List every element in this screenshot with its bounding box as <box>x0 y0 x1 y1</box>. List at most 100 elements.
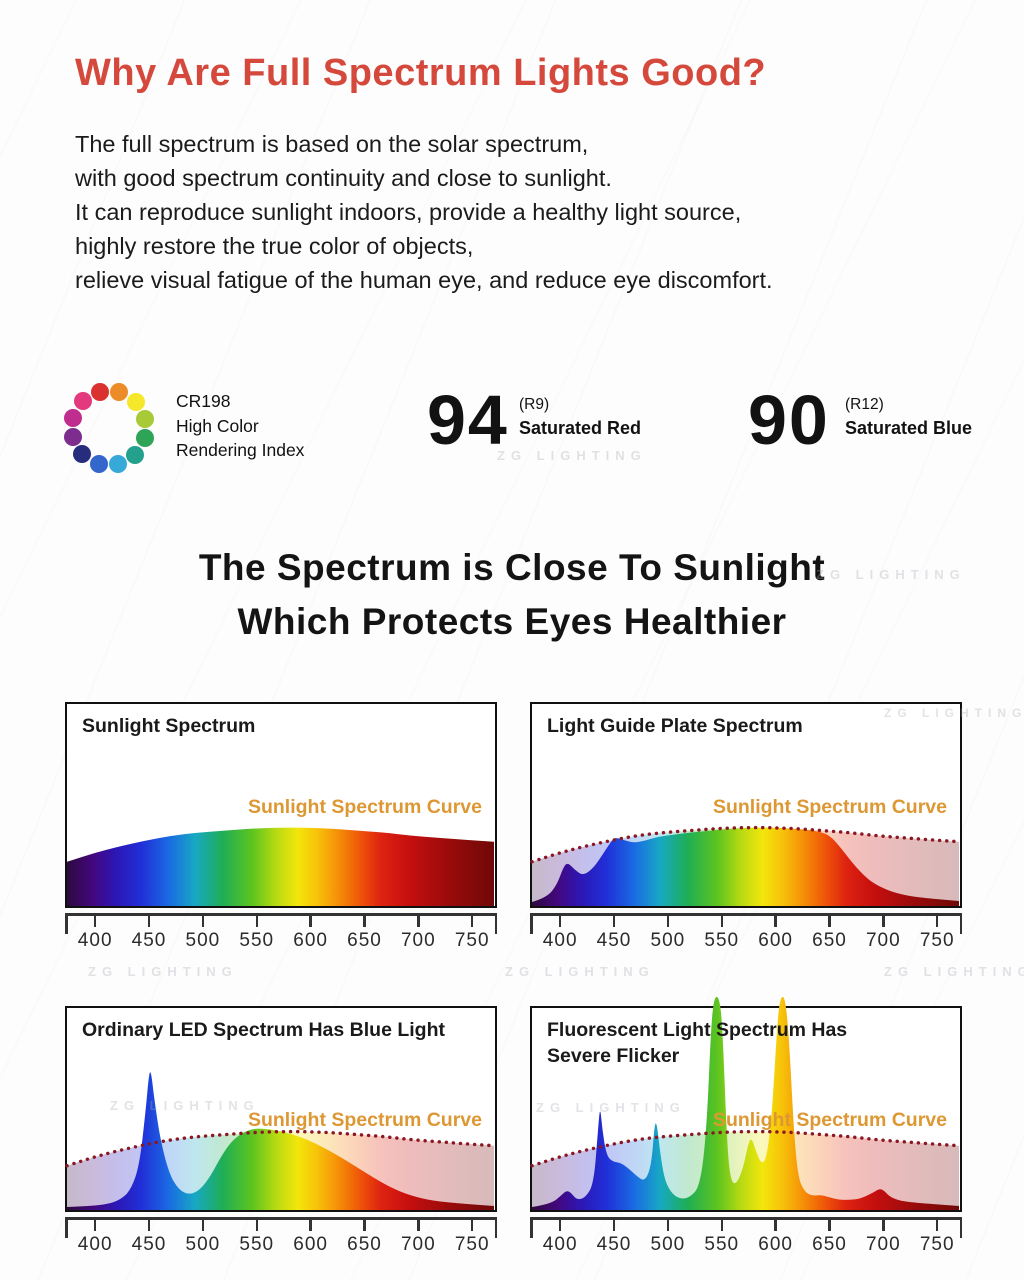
r12-code: (R12) <box>845 396 884 413</box>
brand-watermark: ZG LIGHTING <box>505 964 655 979</box>
axis-tick-label: 600 <box>758 1234 793 1255</box>
brand-watermark: ZG LIGHTING <box>497 448 647 463</box>
axis-tick <box>363 913 366 927</box>
axis-edge-tick <box>530 1217 533 1238</box>
axis-tick-label: 400 <box>77 930 113 951</box>
axis-edge-tick <box>959 1217 962 1238</box>
color-wheel-dot <box>135 410 154 429</box>
axis-tick-label: 400 <box>77 1234 113 1255</box>
color-wheel-dot <box>91 383 110 402</box>
axis-tick-label: 550 <box>239 930 275 951</box>
axis-tick-label: 500 <box>185 930 221 951</box>
page-title: Why Are Full Spectrum Lights Good? <box>75 52 767 94</box>
axis-tick-label: 650 <box>347 1234 382 1255</box>
axis-tick-label: 500 <box>185 1234 221 1255</box>
axis-tick <box>558 913 562 927</box>
color-wheel-dot <box>126 393 145 412</box>
axis-tick <box>309 913 312 927</box>
axis-tick <box>828 913 831 927</box>
axis-tick-label: 700 <box>865 930 901 951</box>
color-wheel-dot <box>64 408 83 427</box>
axis-tick-label: 600 <box>293 1234 328 1255</box>
axis-edge-tick <box>65 1217 68 1238</box>
axis-tick <box>255 1217 258 1231</box>
color-wheel-dot <box>110 383 129 402</box>
axis-tick <box>935 913 939 927</box>
chart-frame: Light Guide Plate Spectrum Sunlight Spec… <box>530 702 962 908</box>
color-wheel-dot <box>108 454 127 473</box>
wavelength-axis: 400 450 500 550 600 650 700 750 <box>530 1217 962 1263</box>
sunlight-curve-label: Sunlight Spectrum Curve <box>247 1109 482 1131</box>
axis-tick <box>828 1217 831 1231</box>
axis-tick <box>720 1217 723 1231</box>
axis-tick-label: 650 <box>812 930 847 951</box>
axis-tick-label: 500 <box>650 1234 686 1255</box>
r12-value: 90 <box>748 381 830 459</box>
r12-label: Saturated Blue <box>845 418 973 438</box>
intro-line: with good spectrum continuity and close … <box>75 165 612 191</box>
axis-tick <box>558 1217 562 1231</box>
axis-edge-tick <box>959 913 962 934</box>
axis-tick-label: 500 <box>650 930 686 951</box>
intro-line: The full spectrum is based on the solar … <box>75 131 589 157</box>
r9-value: 94 <box>427 381 509 459</box>
sunlight-curve-label: Sunlight Spectrum Curve <box>247 796 482 818</box>
color-wheel-dot <box>73 444 92 463</box>
chart-light-guide-plate-spectrum: Light Guide Plate Spectrum Sunlight Spec… <box>530 702 962 959</box>
chart-title-line: Fluorescent Light Spectrum Has <box>547 1019 848 1041</box>
axis-tick <box>612 1217 616 1231</box>
axis-tick-label: 750 <box>454 1234 490 1255</box>
axis-tick <box>147 1217 151 1231</box>
axis-tick <box>470 1217 474 1231</box>
brand-watermark: ZG LIGHTING <box>884 964 1024 979</box>
color-wheel-dot <box>89 454 108 473</box>
axis-tick <box>309 1217 312 1231</box>
intro-line: It can reproduce sunlight indoors, provi… <box>75 199 742 225</box>
axis-line <box>530 913 962 916</box>
chart-sunlight-spectrum: Sunlight Spectrum Sunlight Spectrum Curv… <box>65 702 497 959</box>
axis-edge-tick <box>65 913 68 934</box>
sunlight-curve-label: Sunlight Spectrum Curve <box>712 796 947 818</box>
axis-tick <box>774 913 777 927</box>
intro-paragraph: The full spectrum is based on the solar … <box>75 127 773 297</box>
spectrum-plot <box>67 827 494 906</box>
axis-tick-label: 550 <box>239 1234 275 1255</box>
chart-fluorescent-spectrum: Fluorescent Light Spectrum Has Severe Fl… <box>530 996 962 1263</box>
section-subtitle: The Spectrum is Close To Sunlight Which … <box>0 541 1024 649</box>
r9-code: (R9) <box>519 396 550 413</box>
axis-tick-label: 750 <box>919 1234 955 1255</box>
axis-edge-tick <box>494 913 497 934</box>
axis-tick <box>93 1217 97 1231</box>
cri-line: High Color <box>176 415 259 436</box>
spectrum-plot <box>530 996 961 1210</box>
axis-tick-label: 450 <box>131 1234 167 1255</box>
sunlight-curve-label: Sunlight Spectrum Curve <box>712 1109 947 1131</box>
axis-tick <box>882 913 885 927</box>
axis-tick <box>470 913 474 927</box>
chart-title-line: Severe Flicker <box>547 1045 680 1067</box>
spectrum-plot <box>65 1072 496 1210</box>
chart-title: Fluorescent Light Spectrum Has Severe Fl… <box>547 1017 847 1069</box>
color-wheel-dot <box>125 445 144 464</box>
axis-tick <box>774 1217 777 1231</box>
chart-frame: Fluorescent Light Spectrum Has Severe Fl… <box>530 996 962 1212</box>
axis-tick <box>720 913 723 927</box>
wavelength-axis: 400 450 500 550 600 650 700 750 <box>530 913 962 959</box>
color-wheel-dot <box>64 427 83 446</box>
r12-caption: (R12) Saturated Blue <box>845 396 972 439</box>
chart-title: Sunlight Spectrum <box>82 715 256 737</box>
axis-tick <box>201 1217 205 1231</box>
axis-tick-label: 550 <box>704 1234 740 1255</box>
spectrum-plot <box>530 825 961 906</box>
axis-tick <box>93 913 97 927</box>
axis-edge-tick <box>494 1217 497 1238</box>
axis-tick-label: 450 <box>596 1234 632 1255</box>
color-wheel-icon <box>62 381 156 475</box>
cri-caption: CR198 High Color Rendering Index <box>176 389 304 463</box>
axis-tick <box>417 913 420 927</box>
axis-tick-label: 600 <box>293 930 328 951</box>
axis-tick <box>882 1217 885 1231</box>
axis-tick-label: 700 <box>865 1234 901 1255</box>
axis-tick <box>666 913 670 927</box>
